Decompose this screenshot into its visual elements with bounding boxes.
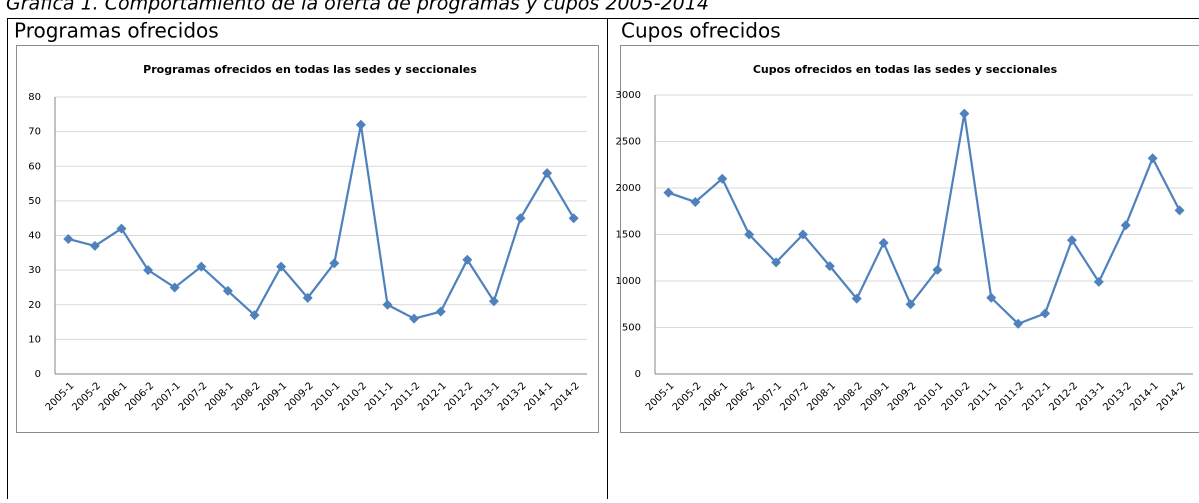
cell-header: Cupos ofrecidos [621,19,781,43]
y-tick-label: 500 [622,323,641,334]
caption: Gráfica 1. Comportamiento de la oferta d… [6,0,709,15]
y-tick-label: 80 [28,92,41,103]
cell-header: Programas ofrecidos [14,19,219,43]
y-tick-label: 1500 [616,230,641,241]
y-tick-label: 3000 [616,90,641,101]
y-tick-label: 40 [28,231,41,242]
chart-title: Programas ofrecidos en todas las sedes y… [143,63,477,76]
y-tick-label: 50 [28,196,41,207]
y-tick-label: 0 [35,369,41,380]
y-tick-label: 30 [28,265,41,276]
y-tick-label: 10 [28,334,41,345]
y-tick-label: 2000 [616,183,641,194]
y-tick-label: 1000 [616,276,641,287]
y-tick-label: 20 [28,300,41,311]
chart-title: Cupos ofrecidos en todas las sedes y sec… [753,63,1058,76]
y-tick-label: 2500 [616,137,641,148]
y-tick-label: 60 [28,161,41,172]
y-tick-label: 0 [635,369,641,380]
y-tick-label: 70 [28,127,41,138]
